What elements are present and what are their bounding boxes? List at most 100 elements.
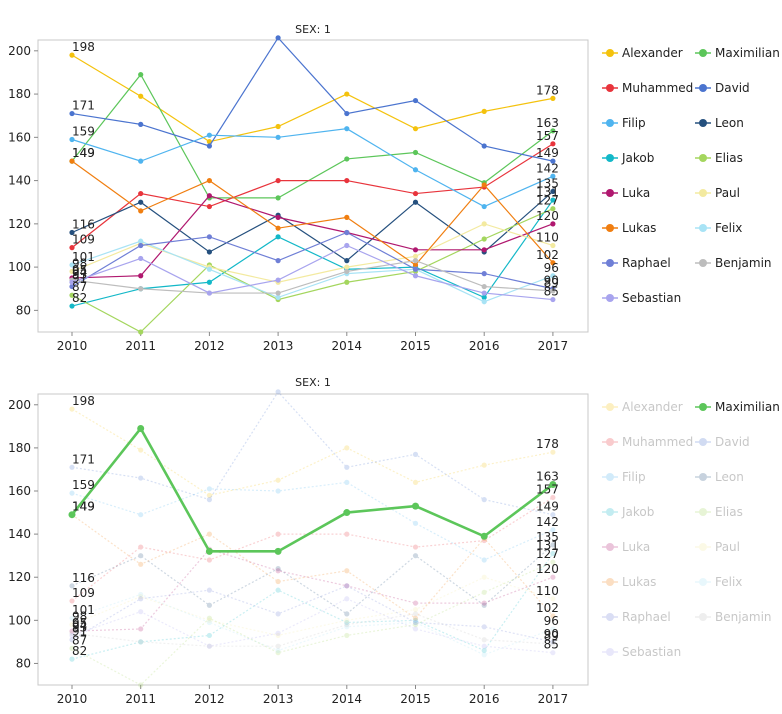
- data-point: [344, 622, 350, 628]
- data-point: [550, 449, 556, 455]
- legend-label: Elias: [715, 505, 743, 519]
- data-point: [412, 190, 419, 197]
- data-point: [412, 600, 419, 606]
- legend-label: Sebastian: [622, 291, 681, 305]
- start-value-label: 95: [72, 616, 87, 630]
- data-point: [275, 389, 281, 395]
- end-value-label: 142: [536, 515, 559, 529]
- start-value-label: 98: [72, 256, 87, 270]
- end-value-label: 102: [536, 248, 559, 262]
- data-point: [550, 221, 556, 227]
- data-point: [138, 561, 144, 567]
- end-value-label: 85: [544, 638, 559, 652]
- data-point: [344, 464, 350, 470]
- x-tick-label: 2016: [469, 339, 500, 353]
- start-value-label: 171: [72, 99, 95, 113]
- data-point: [550, 296, 556, 303]
- data-point: [344, 479, 350, 485]
- legend-swatch-dot: [699, 578, 707, 586]
- data-point: [138, 93, 144, 99]
- x-tick-label: 2010: [57, 339, 88, 353]
- data-point: [344, 596, 350, 602]
- start-value-label: 116: [72, 571, 95, 585]
- series-line-paul: [71, 223, 554, 283]
- series-line-david: [71, 36, 554, 162]
- data-point: [138, 72, 144, 78]
- data-point: [412, 615, 419, 621]
- data-point: [481, 643, 487, 649]
- data-point: [550, 574, 556, 580]
- y-tick-label: 140: [8, 527, 31, 541]
- data-point: [550, 128, 556, 134]
- data-point: [206, 602, 212, 608]
- legend-item-benjamin: Benjamin: [695, 610, 772, 624]
- series-leon: [69, 188, 556, 264]
- end-value-label: 127: [536, 547, 559, 561]
- legend-swatch-dot: [606, 403, 614, 411]
- data-point: [138, 273, 144, 279]
- data-point: [206, 531, 212, 537]
- data-point: [206, 557, 212, 563]
- start-value-label: 82: [72, 644, 87, 658]
- data-point: [69, 229, 75, 236]
- data-point: [550, 206, 556, 212]
- series-filip: [69, 479, 556, 563]
- legend-label: Raphael: [622, 256, 671, 270]
- data-point: [550, 559, 556, 565]
- series-jakob: [69, 550, 556, 662]
- data-point: [69, 598, 75, 604]
- legend-label: Leon: [715, 470, 744, 484]
- legend-swatch-dot: [699, 543, 707, 551]
- legend-item-raphael: Raphael: [602, 610, 671, 624]
- series-line-filip: [71, 481, 554, 561]
- legend-label: Felix: [715, 575, 742, 589]
- end-value-label: 131: [536, 185, 559, 199]
- series-line-muhammed: [71, 143, 554, 249]
- data-point: [412, 617, 419, 623]
- legend-label: Luka: [622, 540, 650, 554]
- series-line-maximilian: [70, 426, 554, 553]
- legend-label: Jakob: [621, 151, 654, 165]
- legend-label: Maximilian: [715, 400, 780, 414]
- data-point: [412, 626, 419, 632]
- legend-swatch-dot: [699, 154, 707, 162]
- data-point: [412, 611, 419, 617]
- data-point: [481, 290, 487, 296]
- data-point: [550, 596, 556, 602]
- data-point: [69, 656, 75, 662]
- series-alexander: [69, 52, 556, 145]
- legend-label: Luka: [622, 186, 650, 200]
- chart-panel-2: SEX: 1 80 100 120 140 160 180 200 2010 2011 2012 20…: [8, 376, 780, 706]
- start-value-label: 98: [72, 610, 87, 624]
- data-point: [275, 258, 281, 264]
- legend-swatch-dot: [699, 613, 707, 621]
- data-point: [550, 527, 556, 533]
- x-tick-label: 2012: [194, 339, 225, 353]
- legend-swatch-dot: [699, 508, 707, 516]
- data-point: [481, 602, 487, 608]
- legend-swatch-dot: [606, 119, 614, 127]
- legend-swatch-dot: [606, 473, 614, 481]
- series-benjamin: [69, 611, 556, 649]
- data-point: [275, 643, 281, 649]
- data-point: [206, 497, 212, 503]
- data-point: [69, 464, 75, 470]
- data-point: [412, 273, 419, 279]
- series-line-elias: [71, 561, 554, 686]
- legend-swatch-dot: [699, 224, 707, 232]
- data-point: [275, 290, 281, 296]
- data-point: [550, 197, 556, 203]
- data-point: [206, 279, 212, 285]
- data-point: [69, 110, 75, 117]
- start-value-label: 149: [72, 146, 95, 160]
- data-point: [412, 258, 419, 264]
- legend-item-maximilian: Maximilian: [695, 46, 780, 60]
- data-point: [138, 286, 144, 292]
- series-line-luka: [71, 548, 554, 632]
- legend-label: Filip: [622, 470, 646, 484]
- start-value-label: 101: [72, 250, 95, 264]
- end-value-label: 157: [536, 129, 559, 143]
- data-point: [481, 637, 487, 643]
- data-point: [275, 568, 281, 574]
- x-tick-label: 2017: [538, 339, 569, 353]
